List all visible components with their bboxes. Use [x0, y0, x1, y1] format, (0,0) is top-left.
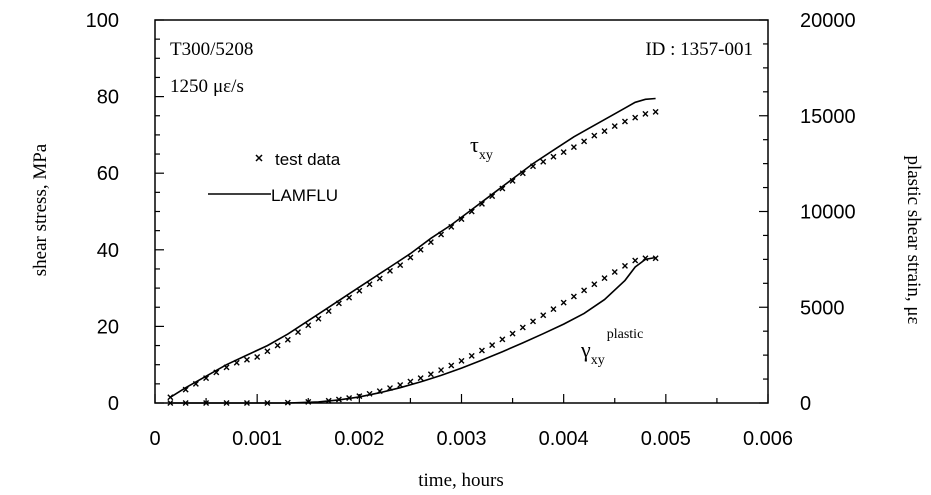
stress-test-point [632, 114, 639, 121]
x-tick-label: 0 [149, 428, 160, 450]
y-right-tick-label: 0 [800, 393, 811, 415]
legend-label-lamflu: LAMFLU [271, 186, 338, 205]
stress-test-point [397, 262, 404, 269]
y-axis-right-label: plastic shear strain, με [903, 155, 924, 324]
data-series [167, 97, 659, 406]
stress-test-point [386, 267, 393, 274]
tau-label: τxy [470, 132, 493, 163]
stress-test-point [478, 200, 485, 207]
y-right-tick-label: 15000 [800, 106, 856, 128]
stress-test-point [652, 108, 659, 115]
strain-test-point [601, 275, 608, 282]
strain-test-point [499, 336, 506, 343]
stress-test-point [305, 322, 312, 329]
strain-test-point [530, 318, 537, 325]
strain-test-point [407, 378, 414, 385]
axis-ticks [154, 19, 769, 404]
strain-test-point [591, 281, 598, 288]
stress-test-point [468, 208, 475, 215]
stress-test-point [264, 348, 271, 355]
stress-test-point [601, 128, 608, 135]
stress-test-point [458, 216, 465, 223]
stress-test-point [550, 153, 557, 160]
x-tick-label: 0.005 [641, 428, 691, 450]
stress-test-point [581, 138, 588, 145]
x-tick-label: 0.004 [539, 428, 589, 450]
strain-test-point [438, 367, 445, 374]
rate-number: 1250 [170, 76, 208, 97]
tau-subscript: xy [479, 148, 493, 163]
y-left-tick-label: 60 [97, 163, 119, 185]
stress-test-point [315, 315, 322, 322]
legend-marker-test-data [255, 154, 263, 162]
gamma-label: γxyplastic [580, 327, 643, 368]
legend-label-test-data: test data [275, 150, 341, 169]
rate-annotation: 1250 με/s [170, 76, 244, 97]
y-right-tick-label: 10000 [800, 202, 856, 224]
stress-test-point [346, 294, 353, 301]
strain-test-point [448, 362, 455, 369]
axis-tick-labels: 0 0.001 0.002 0.003 0.004 0.005 0.006 0 20 40 60 80… [86, 10, 856, 450]
stress-test-point [243, 356, 250, 363]
strain-test-point [540, 312, 547, 319]
y-left-tick-label: 80 [97, 87, 119, 109]
stress-test-point [621, 118, 628, 125]
stress-test-point [376, 275, 383, 282]
strain-test-points [167, 255, 659, 406]
rate-unit: με/s [213, 76, 244, 97]
id-annotation: ID : 1357-001 [645, 39, 753, 60]
y-left-tick-label: 100 [86, 10, 119, 32]
x-tick-label: 0.006 [743, 428, 793, 450]
y-left-tick-label: 0 [108, 393, 119, 415]
stress-test-point [325, 308, 332, 315]
stress-test-point [560, 149, 567, 156]
strain-test-point [468, 352, 475, 359]
plot-frame [154, 19, 769, 404]
stress-test-point [295, 329, 302, 336]
strain-test-point [570, 293, 577, 300]
strain-test-point [560, 299, 567, 306]
y-axis-left-label: shear stress, MPa [30, 143, 51, 276]
stress-test-point [254, 354, 261, 361]
y-right-tick-label: 20000 [800, 10, 856, 32]
x-tick-label: 0.003 [436, 428, 486, 450]
stress-test-point [570, 144, 577, 151]
strain-test-point [427, 371, 434, 378]
x-axis-label: time, hours [418, 470, 504, 491]
strain-lamflu-line [170, 256, 656, 404]
stress-test-point [407, 254, 414, 261]
strain-test-point [550, 306, 557, 313]
strain-test-point [519, 324, 526, 331]
strain-test-point [621, 262, 628, 269]
y-left-tick-label: 20 [97, 316, 119, 338]
y-left-tick-label: 40 [97, 240, 119, 262]
material-annotation: T300/5208 [170, 39, 253, 60]
gamma-subscript: xy [591, 353, 605, 368]
legend: test data LAMFLU [208, 150, 341, 205]
x-tick-label: 0.001 [232, 428, 282, 450]
stress-test-points [167, 108, 659, 401]
stress-test-point [274, 342, 281, 349]
strain-test-point [489, 342, 496, 349]
stress-test-point [591, 132, 598, 139]
strain-test-point [417, 375, 424, 382]
strain-test-point [611, 269, 618, 276]
stress-test-point [611, 123, 618, 130]
stress-test-point [642, 110, 649, 117]
stress-test-point [366, 281, 373, 288]
stress-lamflu-line [169, 97, 656, 398]
x-tick-label: 0.002 [334, 428, 384, 450]
stress-test-point [540, 158, 547, 165]
strain-test-point [581, 287, 588, 294]
strain-test-point [458, 357, 465, 364]
stress-test-point [284, 336, 291, 343]
strain-test-point [478, 347, 485, 354]
strain-test-point [632, 257, 639, 264]
y-right-tick-label: 5000 [800, 297, 845, 319]
strain-test-point [509, 330, 516, 337]
gamma-superscript: plastic [607, 327, 644, 342]
